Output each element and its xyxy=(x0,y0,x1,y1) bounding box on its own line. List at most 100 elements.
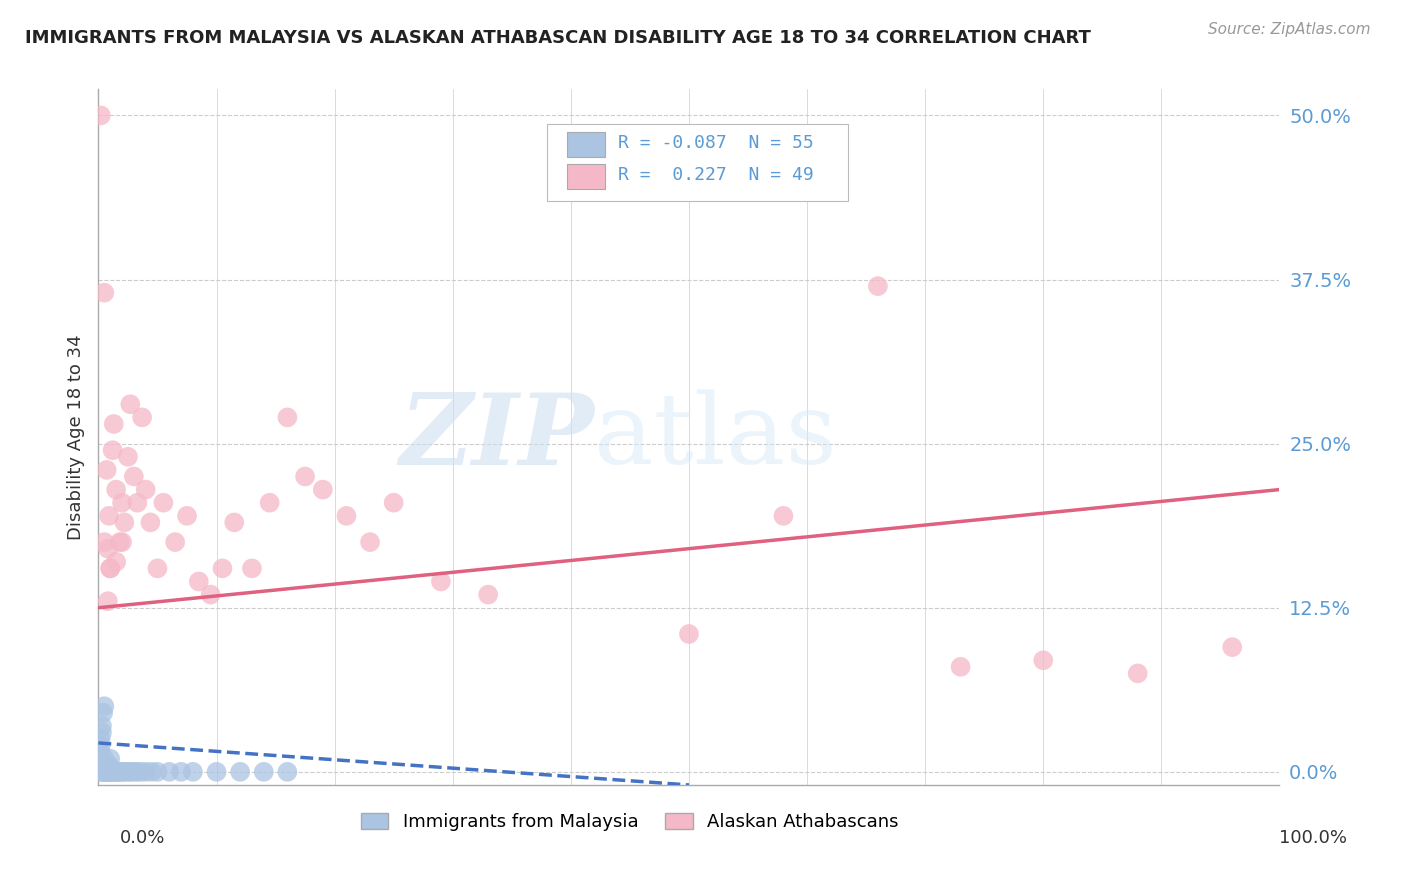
Point xyxy=(97,764,120,779)
Text: ZIP: ZIP xyxy=(399,389,595,485)
Point xyxy=(430,574,453,589)
Point xyxy=(1032,653,1054,667)
Point xyxy=(187,574,209,589)
Point xyxy=(93,535,115,549)
Point xyxy=(91,764,114,779)
Point xyxy=(105,483,128,497)
Point xyxy=(253,764,276,779)
Point xyxy=(98,508,121,523)
Point xyxy=(96,764,118,779)
Point xyxy=(146,764,169,779)
Point xyxy=(90,731,112,746)
Point xyxy=(382,496,405,510)
Point xyxy=(127,764,149,779)
Point xyxy=(107,764,129,779)
Y-axis label: Disability Age 18 to 34: Disability Age 18 to 34 xyxy=(66,334,84,540)
Point xyxy=(211,561,233,575)
Point xyxy=(108,535,131,549)
Point xyxy=(111,764,134,779)
Point xyxy=(117,764,139,779)
Point xyxy=(100,764,122,779)
Point xyxy=(91,706,114,720)
Text: Source: ZipAtlas.com: Source: ZipAtlas.com xyxy=(1208,22,1371,37)
Point xyxy=(97,594,120,608)
Text: 0.0%: 0.0% xyxy=(120,829,165,847)
Point xyxy=(91,758,114,772)
Point xyxy=(131,410,153,425)
Point xyxy=(98,758,121,772)
Point xyxy=(135,764,157,779)
Point xyxy=(90,745,112,759)
Point xyxy=(91,725,114,739)
Point xyxy=(141,764,163,779)
Point xyxy=(111,496,134,510)
Point xyxy=(157,764,180,779)
Point xyxy=(276,410,298,425)
Point xyxy=(1220,640,1243,654)
Point xyxy=(91,719,114,733)
Point xyxy=(112,516,135,530)
Point xyxy=(91,758,114,772)
Point xyxy=(170,764,193,779)
Point xyxy=(152,496,174,510)
Point xyxy=(93,764,115,779)
Point xyxy=(93,752,115,766)
Point xyxy=(1126,666,1149,681)
Text: R =  0.227  N = 49: R = 0.227 N = 49 xyxy=(619,167,814,185)
Point xyxy=(477,588,499,602)
Point xyxy=(91,764,114,779)
Point xyxy=(224,516,246,530)
Text: R = -0.087  N = 55: R = -0.087 N = 55 xyxy=(619,135,814,153)
Point xyxy=(181,764,204,779)
Point xyxy=(165,535,187,549)
Point xyxy=(259,496,281,510)
Point xyxy=(98,561,121,575)
Point xyxy=(112,764,135,779)
Point xyxy=(101,764,124,779)
Point xyxy=(117,450,139,464)
Point xyxy=(176,508,198,523)
Point xyxy=(772,508,794,523)
Point xyxy=(135,483,157,497)
Point xyxy=(205,764,228,779)
Point xyxy=(105,555,128,569)
Point xyxy=(111,535,134,549)
Point xyxy=(90,739,112,753)
Point xyxy=(866,279,889,293)
Point xyxy=(96,764,118,779)
Point xyxy=(97,541,120,556)
Point xyxy=(91,764,114,779)
Point xyxy=(678,627,700,641)
Point xyxy=(98,764,121,779)
Point xyxy=(949,660,972,674)
Point xyxy=(96,463,118,477)
Point xyxy=(139,516,162,530)
Point xyxy=(335,508,357,523)
Point xyxy=(103,764,125,779)
Text: 100.0%: 100.0% xyxy=(1279,829,1347,847)
Point xyxy=(94,758,117,772)
Point xyxy=(120,397,142,411)
Point xyxy=(108,764,131,779)
Point xyxy=(312,483,335,497)
Point xyxy=(93,285,115,300)
Point xyxy=(276,764,298,779)
Point xyxy=(94,764,117,779)
Point xyxy=(98,752,121,766)
Point xyxy=(146,561,169,575)
FancyBboxPatch shape xyxy=(567,132,605,157)
Legend: Immigrants from Malaysia, Alaskan Athabascans: Immigrants from Malaysia, Alaskan Athaba… xyxy=(354,805,905,838)
Point xyxy=(101,443,124,458)
Point xyxy=(94,764,117,779)
Point xyxy=(104,764,127,779)
Point xyxy=(359,535,381,549)
Point xyxy=(129,764,152,779)
Point xyxy=(93,699,115,714)
Point xyxy=(97,764,120,779)
Point xyxy=(103,417,125,431)
Point xyxy=(105,764,128,779)
Point xyxy=(98,764,121,779)
Point xyxy=(96,758,118,772)
Point xyxy=(122,764,145,779)
Point xyxy=(120,764,142,779)
